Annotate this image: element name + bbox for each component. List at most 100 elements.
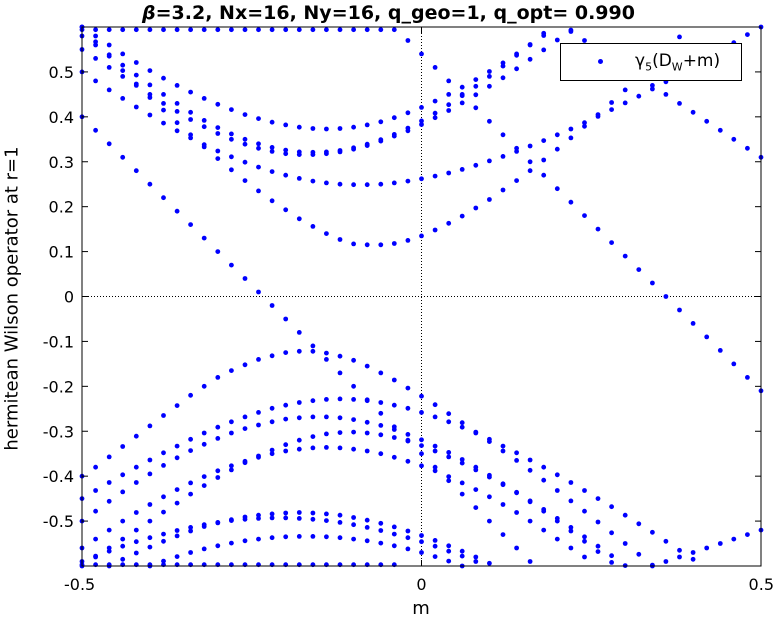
data-point <box>174 533 180 539</box>
data-point <box>324 231 329 237</box>
data-point <box>419 105 424 110</box>
y-tick-label: 0.3 <box>49 153 74 172</box>
data-point <box>500 443 506 449</box>
data-point <box>514 178 519 184</box>
data-point <box>269 353 275 359</box>
data-point <box>310 178 316 184</box>
data-point <box>419 443 424 448</box>
data-point <box>242 159 248 165</box>
data-point <box>269 27 275 33</box>
data-point <box>609 530 614 536</box>
data-point <box>174 403 180 408</box>
data-point <box>337 126 343 131</box>
data-point <box>161 494 166 500</box>
series-1 <box>405 38 764 394</box>
data-point <box>609 100 614 105</box>
data-point <box>527 159 533 165</box>
data-point <box>229 467 234 473</box>
data-point <box>500 482 506 488</box>
data-point <box>310 516 316 522</box>
data-point <box>188 117 194 122</box>
data-point <box>568 525 574 530</box>
data-point <box>296 437 302 443</box>
data-point <box>296 510 302 515</box>
data-point <box>364 430 370 436</box>
data-point <box>283 316 289 322</box>
data-point <box>364 143 370 149</box>
data-point <box>269 419 275 425</box>
data-point <box>120 62 126 68</box>
data-point <box>215 101 221 107</box>
data-point <box>256 454 261 460</box>
data-point <box>473 505 479 510</box>
data-point <box>405 405 411 411</box>
data-point <box>364 398 370 404</box>
data-point <box>419 550 424 555</box>
data-point <box>582 534 587 540</box>
data-point <box>147 27 153 33</box>
data-point <box>541 464 547 470</box>
data-point <box>690 550 696 555</box>
data-point <box>568 126 574 132</box>
data-point <box>527 42 533 48</box>
data-point <box>147 92 153 97</box>
data-point <box>215 375 221 380</box>
data-point <box>147 502 153 507</box>
data-point <box>405 432 411 437</box>
data-point <box>188 480 194 486</box>
data-point <box>324 431 329 437</box>
data-point <box>405 438 411 444</box>
data-point <box>432 464 438 470</box>
data-point <box>269 303 275 308</box>
data-point <box>731 136 737 142</box>
y-tick-label: 0.4 <box>49 108 74 127</box>
data-point <box>541 477 547 483</box>
data-point <box>351 536 356 542</box>
data-point <box>636 521 642 527</box>
data-point <box>201 383 207 389</box>
data-point <box>201 142 207 148</box>
data-point <box>432 98 438 104</box>
data-point <box>161 75 166 81</box>
data-point <box>500 448 506 454</box>
data-point <box>324 27 329 33</box>
series-14 <box>79 515 479 564</box>
data-point <box>310 414 316 420</box>
data-point <box>229 131 234 137</box>
data-point <box>256 410 261 415</box>
data-point <box>229 430 234 436</box>
data-point <box>201 235 207 241</box>
data-point <box>106 527 112 533</box>
data-point <box>582 508 587 514</box>
data-point <box>296 176 302 181</box>
data-point <box>500 154 506 159</box>
data-point <box>446 78 452 84</box>
data-point <box>256 289 261 295</box>
data-point <box>419 410 424 415</box>
data-point <box>514 545 519 551</box>
data-point <box>364 538 370 544</box>
data-point <box>487 74 492 79</box>
data-point <box>283 402 289 408</box>
data-point <box>500 532 506 537</box>
data-point <box>188 109 194 115</box>
data-point <box>174 208 180 214</box>
data-point <box>256 116 261 121</box>
data-point <box>364 122 370 128</box>
data-point <box>473 105 479 111</box>
data-point <box>622 253 628 259</box>
data-point <box>174 443 180 449</box>
data-point <box>487 494 492 500</box>
data-point <box>731 536 737 542</box>
data-point <box>269 198 275 204</box>
data-point <box>120 472 126 478</box>
data-point <box>201 27 207 33</box>
tick-labels: -0.5 -0.4 -0.3 -0.2 -0.1 0 0.1 0.2 0.3 0.4 0.5 -0.5… <box>43 63 774 594</box>
data-point <box>324 518 329 523</box>
data-point <box>391 115 397 121</box>
data-point <box>391 427 397 432</box>
data-point <box>174 109 180 114</box>
data-point <box>215 148 221 154</box>
data-point <box>93 27 98 33</box>
data-point <box>337 445 343 451</box>
